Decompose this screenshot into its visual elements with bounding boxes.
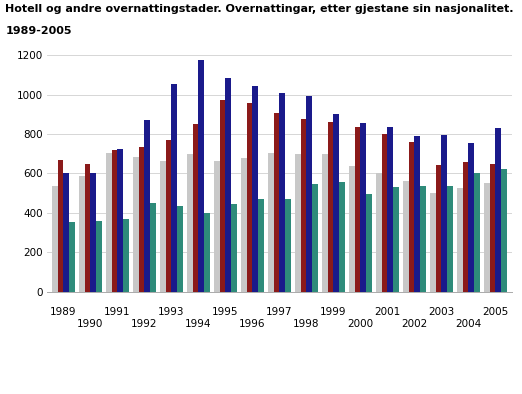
Bar [231,204,236,292]
Bar [354,127,360,292]
Text: Hotell og andre overnattingstader. Overnattingar, etter gjestane sin nasjonalite: Hotell og andre overnattingstader. Overn… [5,4,514,14]
Text: 1999: 1999 [320,307,347,317]
Bar [468,143,474,292]
Bar [69,221,75,292]
Bar [420,186,425,292]
Bar [177,206,183,292]
Bar [133,157,138,292]
Text: 2000: 2000 [347,319,373,329]
Bar [301,119,306,292]
Bar [106,153,112,292]
Bar [495,128,501,292]
Bar [274,113,279,292]
Bar [387,127,393,292]
Text: 1998: 1998 [293,319,319,329]
Bar [52,186,57,292]
Text: 1996: 1996 [239,319,266,329]
Bar [241,158,246,292]
Bar [258,199,264,292]
Bar [366,194,372,292]
Bar [306,96,312,292]
Text: 1990: 1990 [77,319,103,329]
Bar [117,149,123,292]
Bar [376,173,382,292]
Bar [144,120,150,292]
Bar [252,86,258,292]
Text: 1993: 1993 [158,307,184,317]
Bar [312,184,317,292]
Bar [295,154,301,292]
Text: 2002: 2002 [401,319,428,329]
Bar [204,213,209,292]
Bar [447,186,453,292]
Bar [462,162,468,292]
Bar [349,167,354,292]
Bar [57,160,63,292]
Text: 1994: 1994 [185,319,211,329]
Bar [198,60,204,292]
Bar [79,177,85,292]
Bar [484,183,490,292]
Bar [490,165,495,292]
Bar [457,188,462,292]
Bar [414,136,420,292]
Bar [90,173,96,292]
Bar [85,164,90,292]
Bar [138,147,144,292]
Bar [112,150,117,292]
Bar [333,114,339,292]
Text: 2005: 2005 [482,307,508,317]
Bar [403,181,409,292]
Text: 2001: 2001 [374,307,400,317]
Bar [246,104,252,292]
Text: 1989: 1989 [50,307,76,317]
Bar [193,124,198,292]
Bar [165,140,171,292]
Bar [430,193,436,292]
Text: 2003: 2003 [428,307,455,317]
Bar [160,161,165,292]
Bar [360,123,366,292]
Bar [96,221,102,292]
Bar [226,78,231,292]
Bar [339,182,345,292]
Bar [322,154,328,292]
Text: 1992: 1992 [131,319,158,329]
Bar [123,219,128,292]
Bar [268,153,274,292]
Bar [393,187,399,292]
Bar [436,165,441,292]
Bar [220,100,226,292]
Bar [279,93,285,292]
Text: 1989-2005: 1989-2005 [5,26,72,35]
Text: 1997: 1997 [266,307,292,317]
Text: 1991: 1991 [104,307,130,317]
Bar [63,173,69,292]
Bar [214,161,220,292]
Bar [409,142,414,292]
Bar [382,134,387,292]
Text: 2004: 2004 [455,319,481,329]
Bar [474,173,480,292]
Bar [328,122,333,292]
Bar [285,199,291,292]
Text: 1995: 1995 [212,307,239,317]
Bar [171,84,177,292]
Bar [501,169,507,292]
Bar [441,135,447,292]
Bar [187,154,193,292]
Bar [150,203,156,292]
